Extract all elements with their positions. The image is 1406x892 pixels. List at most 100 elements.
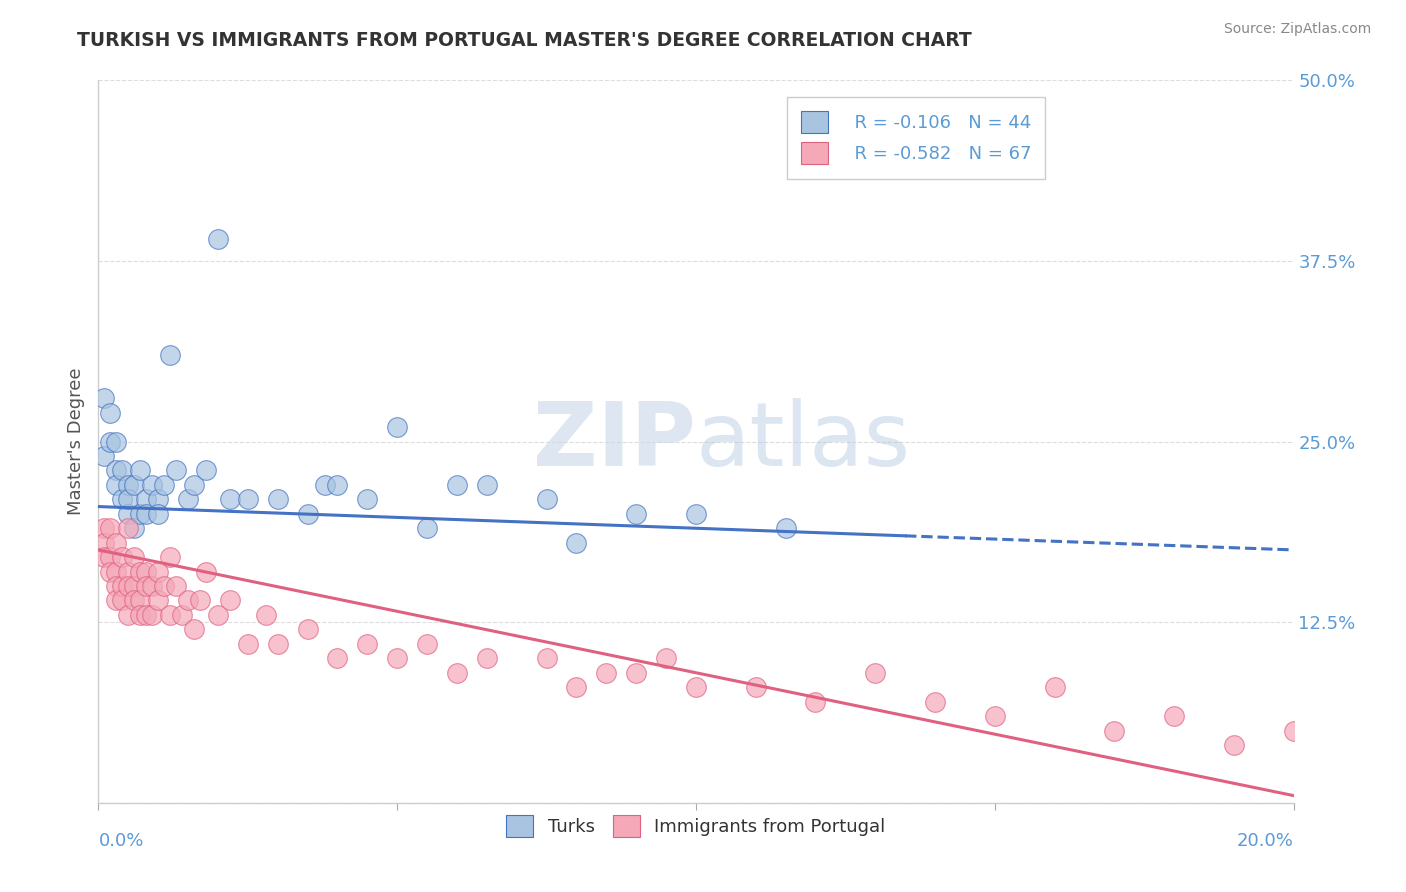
Point	[595, 665, 617, 680]
Point	[195, 463, 218, 477]
Point	[93, 535, 115, 549]
Point	[117, 579, 139, 593]
Point	[135, 492, 157, 507]
Point	[685, 680, 707, 694]
Point	[129, 565, 152, 579]
Point	[111, 492, 134, 507]
Point	[219, 492, 242, 507]
Point	[98, 406, 122, 420]
Point	[135, 565, 157, 579]
Point	[105, 434, 128, 449]
Point	[865, 665, 887, 680]
Point	[129, 463, 152, 477]
Point	[326, 651, 349, 665]
Point	[207, 232, 229, 246]
Point	[135, 579, 157, 593]
Point	[177, 492, 200, 507]
Point	[98, 565, 122, 579]
Point	[172, 607, 194, 622]
Point	[267, 492, 290, 507]
Point	[111, 579, 134, 593]
Text: TURKISH VS IMMIGRANTS FROM PORTUGAL MASTER'S DEGREE CORRELATION CHART: TURKISH VS IMMIGRANTS FROM PORTUGAL MAST…	[77, 31, 972, 50]
Point	[165, 579, 187, 593]
Point	[475, 651, 498, 665]
Text: ZIP: ZIP	[533, 398, 696, 485]
Point	[93, 391, 115, 405]
Point	[117, 565, 139, 579]
Point	[105, 463, 128, 477]
Point	[117, 478, 139, 492]
Point	[356, 492, 378, 507]
Point	[124, 550, 146, 565]
Point	[148, 492, 170, 507]
Point	[1043, 680, 1066, 694]
Point	[254, 607, 277, 622]
Point	[148, 593, 170, 607]
Point	[188, 593, 211, 607]
Point	[111, 593, 134, 607]
Point	[219, 593, 242, 607]
Point	[93, 449, 115, 463]
Point	[685, 507, 707, 521]
Point	[105, 593, 128, 607]
Point	[446, 665, 468, 680]
Point	[536, 651, 558, 665]
Text: 20.0%: 20.0%	[1237, 831, 1294, 850]
Point	[297, 623, 319, 637]
Legend: Turks, Immigrants from Portugal: Turks, Immigrants from Portugal	[499, 808, 893, 845]
Point	[159, 550, 181, 565]
Point	[153, 579, 176, 593]
Point	[117, 492, 139, 507]
Y-axis label: Master's Degree: Master's Degree	[66, 368, 84, 516]
Point	[626, 665, 648, 680]
Point	[117, 607, 139, 622]
Text: 0.0%: 0.0%	[98, 831, 143, 850]
Point	[536, 492, 558, 507]
Point	[183, 478, 205, 492]
Text: Source: ZipAtlas.com: Source: ZipAtlas.com	[1223, 22, 1371, 37]
Point	[105, 579, 128, 593]
Point	[385, 651, 409, 665]
Point	[124, 593, 146, 607]
Point	[141, 478, 163, 492]
Point	[1223, 738, 1246, 752]
Point	[177, 593, 200, 607]
Point	[135, 507, 157, 521]
Point	[98, 521, 122, 535]
Point	[236, 637, 259, 651]
Point	[105, 535, 128, 549]
Point	[93, 550, 115, 565]
Point	[385, 420, 409, 434]
Point	[236, 492, 259, 507]
Point	[297, 507, 319, 521]
Point	[124, 478, 146, 492]
Point	[105, 565, 128, 579]
Point	[475, 478, 498, 492]
Point	[141, 579, 163, 593]
Point	[129, 507, 152, 521]
Point	[356, 637, 378, 651]
Point	[804, 695, 827, 709]
Point	[148, 507, 170, 521]
Point	[315, 478, 337, 492]
Point	[93, 521, 115, 535]
Text: atlas: atlas	[696, 398, 911, 485]
Point	[1104, 723, 1126, 738]
Point	[148, 565, 170, 579]
Point	[129, 607, 152, 622]
Point	[207, 607, 229, 622]
Point	[98, 550, 122, 565]
Point	[195, 565, 218, 579]
Point	[165, 463, 187, 477]
Point	[183, 623, 205, 637]
Point	[565, 680, 588, 694]
Point	[111, 463, 134, 477]
Point	[446, 478, 468, 492]
Point	[1163, 709, 1185, 723]
Point	[159, 607, 181, 622]
Point	[416, 521, 439, 535]
Point	[626, 507, 648, 521]
Point	[655, 651, 678, 665]
Point	[124, 521, 146, 535]
Point	[117, 521, 139, 535]
